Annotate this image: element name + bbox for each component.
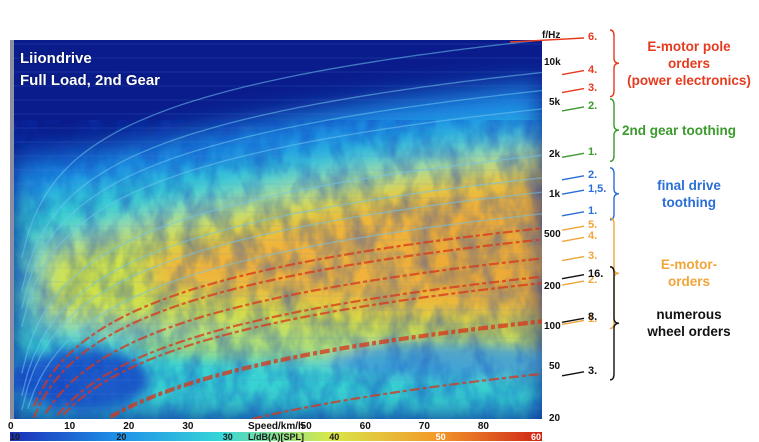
- order-label: 3.: [588, 81, 598, 94]
- y-tick-label: 20: [549, 413, 561, 424]
- order-group-label-line: E-motor pole: [647, 38, 731, 54]
- y-tick-label: 100: [544, 320, 561, 332]
- y-axis-label: f/Hz: [542, 30, 561, 41]
- y-tick-label: 2k: [549, 149, 561, 161]
- colorbar-tick-label: 30: [222, 432, 233, 442]
- order-group-label-line: (power electronics): [627, 72, 751, 88]
- order-label: 3.: [588, 249, 598, 262]
- colorbar-tick-label: 60: [531, 432, 542, 442]
- title-line-1: Liiondrive: [20, 50, 92, 67]
- order-group-label-line: orders: [667, 55, 711, 71]
- order-group-label-line: final drive: [657, 177, 721, 193]
- x-tick-label: 50: [300, 421, 312, 432]
- order-label: 4.: [588, 230, 598, 243]
- x-tick-label: 70: [418, 421, 430, 432]
- order-label: 1.: [588, 146, 598, 159]
- order-label: 1.: [588, 313, 598, 326]
- order-group-label-line: toothing: [662, 194, 716, 210]
- y-tick-label: 500: [544, 228, 561, 240]
- y-tick-label: 50: [549, 360, 561, 372]
- order-group-label: E-motor pole orders (power electronics): [622, 38, 756, 89]
- colorbar: [10, 432, 542, 441]
- y-tick-label: 1k: [549, 189, 561, 201]
- x-tick-label: 80: [477, 421, 489, 432]
- order-group-label: numerous wheel orders: [622, 306, 756, 340]
- y-tick-label: 200: [544, 281, 561, 293]
- order-group-label-line: wheel orders: [647, 324, 731, 340]
- order-label: 2.: [588, 99, 598, 112]
- x-tick-label: 0: [8, 421, 14, 432]
- order-label: 16.: [588, 267, 604, 280]
- x-tick-label: 10: [64, 421, 76, 432]
- order-group-label: final drive toothing: [622, 177, 756, 211]
- order-label: 6.: [588, 31, 598, 43]
- order-label: 8.: [588, 311, 598, 324]
- x-tick-label: 60: [359, 421, 371, 432]
- order-label: 2.: [588, 168, 598, 181]
- order-group-label-line: numerous: [656, 307, 722, 323]
- order-group-label-line: orders: [667, 274, 711, 290]
- order-label: 4.: [588, 63, 598, 76]
- y-tick-label: 5k: [549, 96, 561, 108]
- colorbar-tick-label: 10: [10, 432, 21, 442]
- order-label: 2.: [588, 274, 598, 287]
- order-label: 3.: [588, 364, 598, 377]
- order-group-label-line: 2nd gear toothing: [622, 122, 736, 138]
- order-label: 5.: [588, 219, 598, 232]
- y-tick-label: 10k: [544, 57, 561, 69]
- order-group-label-line: E-motor-: [660, 257, 718, 273]
- x-tick-label: 20: [123, 421, 135, 432]
- order-label: 1,5.: [588, 183, 607, 196]
- colorbar-tick-label: 20: [116, 432, 127, 442]
- left-edge-strip: [10, 40, 14, 419]
- order-group-label: E-motor-orders: [622, 256, 756, 290]
- x-axis-label: Speed/km/h: [248, 421, 305, 432]
- order-group-label: 2nd gear toothing: [622, 122, 756, 139]
- x-tick-label: 30: [182, 421, 194, 432]
- colorbar-tick-label: 40: [329, 432, 340, 442]
- colorbar-tick-label: 50: [435, 432, 446, 442]
- order-label: 1.: [588, 204, 598, 217]
- title-line-2: Full Load, 2nd Gear: [20, 72, 161, 89]
- colorbar-label: L/dB(A)[SPL]: [248, 432, 304, 442]
